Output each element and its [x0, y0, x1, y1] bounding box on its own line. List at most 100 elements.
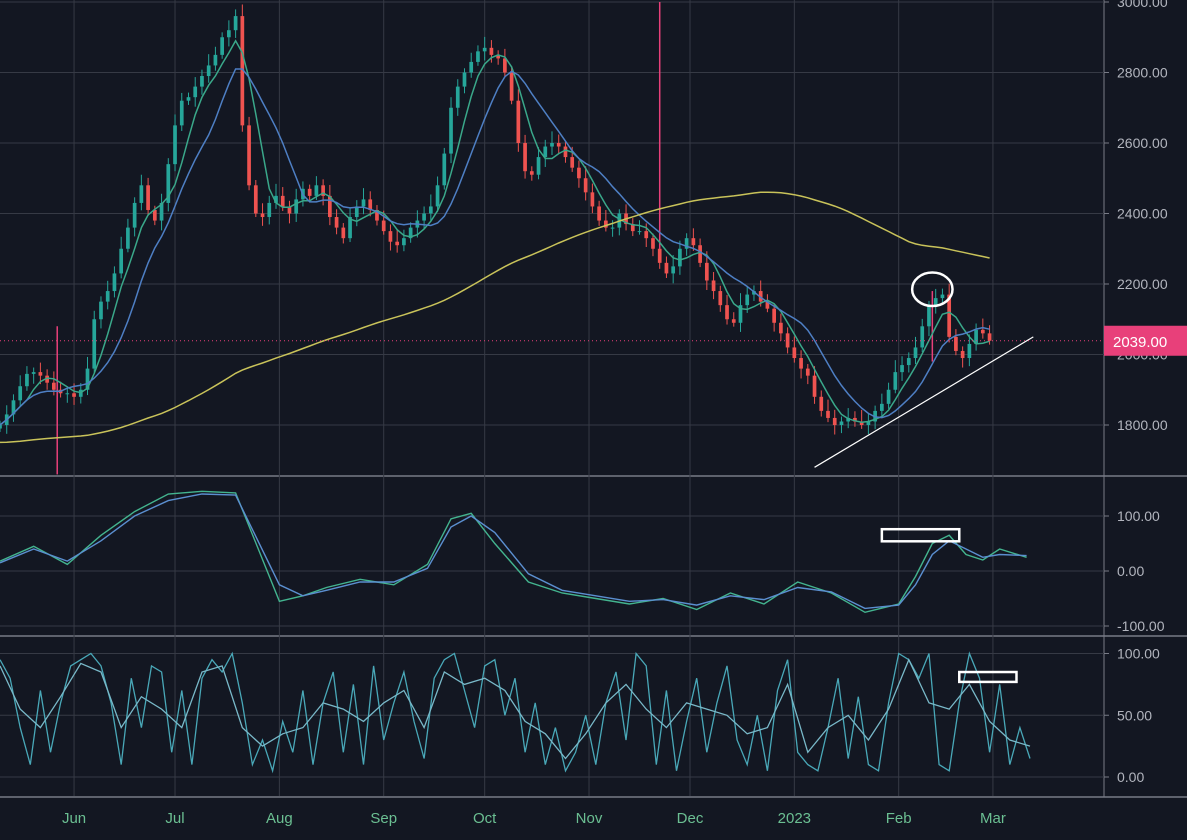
candle-up: [159, 202, 164, 221]
candle-down: [832, 417, 837, 425]
candle-up: [435, 185, 440, 207]
oscillator-tick-label: -100.00: [1117, 618, 1165, 634]
candle-up: [866, 421, 871, 425]
candle-up: [933, 298, 938, 306]
price-pane: [0, 2, 1034, 475]
candle-up: [132, 202, 137, 228]
candle-down: [38, 372, 43, 376]
candle-up: [139, 185, 144, 203]
stochastic-tick-label: 50.00: [1117, 707, 1152, 723]
candle-up: [886, 389, 891, 404]
candle-down: [779, 322, 783, 334]
oscillator-tick-label: 0.00: [1117, 563, 1144, 579]
candle-down: [253, 185, 258, 214]
stochastic-line: [0, 651, 1031, 774]
candle-down: [247, 125, 251, 186]
candle-down: [529, 171, 534, 175]
candle-up: [105, 291, 110, 302]
candle-up: [469, 61, 474, 73]
candle-up: [752, 291, 756, 295]
candle-up: [455, 86, 460, 108]
candle-down: [240, 16, 245, 126]
candle-up: [294, 199, 299, 214]
candle-down: [704, 262, 709, 281]
candle-down: [368, 199, 373, 210]
time-axis-label: Mar: [980, 810, 1006, 827]
candle-down: [772, 308, 776, 323]
candle-up: [213, 54, 218, 66]
candle-up: [610, 227, 615, 229]
candle-down: [819, 396, 824, 411]
price-tick-label: 2600.00: [1117, 135, 1168, 151]
time-axis-label: Jul: [165, 810, 184, 827]
candle-down: [651, 238, 655, 249]
candle-down: [597, 206, 601, 221]
candle-up: [92, 319, 97, 369]
candle-up: [462, 72, 467, 87]
candle-up: [906, 358, 911, 366]
candle-down: [691, 238, 696, 246]
moving-average-line: [0, 191, 990, 444]
candle-down: [375, 209, 379, 221]
candle-down: [523, 143, 527, 172]
last-price-badge: [1104, 325, 1187, 356]
candle-down: [152, 209, 157, 221]
candle-up: [846, 417, 851, 422]
candle-down: [388, 231, 393, 242]
candle-up: [408, 227, 413, 239]
candle-up: [361, 199, 366, 207]
candle-down: [516, 100, 521, 143]
candle-down: [328, 195, 332, 218]
candle-down: [334, 217, 339, 228]
candle-up: [112, 273, 117, 292]
candle-down: [947, 294, 952, 337]
candle-down: [395, 241, 400, 246]
price-tick-label: 2400.00: [1117, 206, 1168, 222]
candle-up: [738, 305, 743, 323]
candle-down: [341, 227, 346, 239]
candle-down: [725, 305, 729, 320]
candle-up: [839, 421, 844, 425]
candle-down: [698, 245, 702, 263]
candle-down: [859, 421, 864, 425]
time-axis-label: 2023: [778, 810, 811, 827]
candle-down: [146, 185, 150, 210]
candle-down: [805, 368, 810, 376]
candle-down: [307, 188, 312, 196]
price-tick-label: 2800.00: [1117, 65, 1168, 81]
time-axis-label: Dec: [677, 810, 704, 827]
last-price-label: 2039.00: [1113, 334, 1167, 351]
candle-up: [99, 301, 103, 320]
candle-up: [967, 343, 972, 359]
panes: [0, 2, 1104, 774]
candle-down: [52, 382, 56, 390]
price-tick-label: 3000.00: [1117, 0, 1168, 10]
candle-up: [476, 51, 480, 62]
candle-up: [900, 365, 904, 373]
candle-down: [321, 185, 325, 196]
oscillator-line: [0, 490, 1027, 614]
candle-down: [644, 231, 649, 239]
candle-down: [590, 192, 595, 207]
candle-up: [193, 86, 198, 98]
candle-down: [711, 280, 716, 292]
candle-up: [25, 373, 29, 387]
candle-down: [583, 178, 588, 193]
candle-down: [72, 393, 76, 397]
candle-down: [489, 47, 494, 55]
stochastic-tick-label: 0.00: [1117, 769, 1144, 785]
candle-down: [960, 350, 965, 359]
candle-up: [206, 65, 211, 77]
candle-up: [671, 266, 676, 274]
oscillator-tick-label: 100.00: [1117, 508, 1160, 524]
candle-down: [630, 224, 635, 232]
candle-up: [678, 248, 682, 267]
candle-up: [920, 326, 925, 348]
oscillator-box-annotation: [880, 527, 961, 543]
candle-up: [65, 393, 70, 395]
candle-down: [280, 195, 285, 207]
candle-up: [119, 248, 124, 274]
candle-up: [428, 206, 433, 214]
